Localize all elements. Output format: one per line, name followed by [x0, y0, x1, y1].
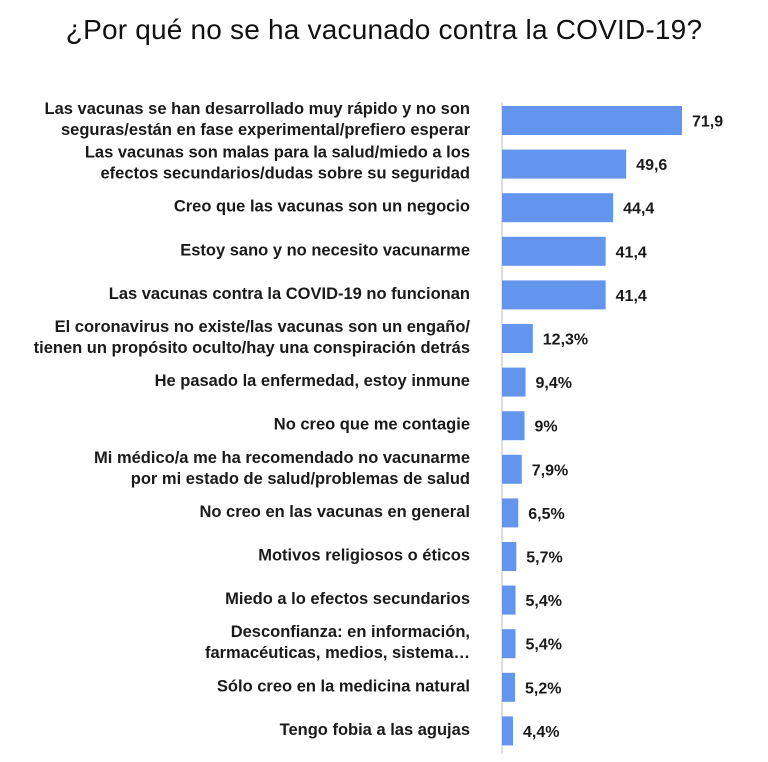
category-label-8: No creo que me contagie	[274, 416, 470, 434]
bar-14	[502, 672, 516, 702]
bar-11	[502, 542, 517, 571]
bar-12	[502, 585, 516, 615]
bar-8	[502, 411, 525, 441]
bar-6	[502, 324, 533, 353]
value-label-3: 44,4	[623, 201, 654, 218]
category-label-12: Miedo a lo efectos secundarios	[225, 590, 470, 608]
value-label-10: 6,5%	[528, 506, 564, 523]
bar-2	[502, 149, 627, 179]
category-label-14: Sólo creo en la medicina natural	[217, 677, 470, 695]
category-label-3: Creo que las vacunas son un negocio	[174, 198, 470, 216]
value-label-2: 49,6	[636, 157, 667, 174]
value-label-13: 5,4%	[526, 637, 562, 654]
value-label-8: 9%	[535, 419, 558, 436]
category-label-5: Las vacunas contra la COVID-19 no funcio…	[109, 285, 470, 303]
value-label-11: 5,7%	[526, 550, 562, 567]
category-label-13: Desconfianza: en información, farmacéutic…	[205, 623, 470, 662]
bar-1	[502, 106, 682, 135]
bar-3	[502, 193, 614, 223]
value-label-7: 9,4%	[536, 375, 572, 392]
value-label-1: 71,9	[692, 114, 723, 131]
value-label-9: 7,9%	[532, 462, 568, 479]
value-label-6: 12,3%	[543, 332, 588, 349]
value-label-14: 5,2%	[525, 680, 561, 697]
chart-title: ¿Por qué no se ha vacunado contra la COV…	[65, 14, 703, 45]
value-label-4: 41,4	[616, 244, 647, 261]
category-label-7: He pasado la enfermedad, estoy inmune	[155, 372, 470, 390]
category-label-15: Tengo fobia a las agujas	[280, 721, 470, 739]
category-label-4: Estoy sano y no necesito vacunarme	[180, 241, 470, 259]
category-label-6: El coronavirus no existe/las vacunas son…	[34, 318, 471, 357]
bar-7	[502, 367, 526, 397]
bar-15	[502, 716, 514, 746]
value-label-12: 5,4%	[526, 593, 562, 610]
bar-4	[502, 236, 606, 266]
bar-9	[502, 454, 522, 484]
category-label-10: No creo en las vacunas en general	[199, 503, 470, 521]
value-label-15: 4,4%	[523, 724, 559, 741]
value-label-5: 41,4	[616, 288, 647, 305]
bar-5	[502, 280, 606, 310]
bar-13	[502, 629, 516, 659]
category-label-11: Motivos religiosos o éticos	[258, 547, 470, 565]
category-label-1: Las vacunas se han desarrollado muy rápi…	[45, 100, 471, 139]
category-label-9: Mi médico/a me ha recomendado no vacunar…	[94, 449, 470, 488]
bar-10	[502, 498, 519, 528]
category-label-2: Las vacunas son malas para la salud/mied…	[85, 144, 470, 183]
